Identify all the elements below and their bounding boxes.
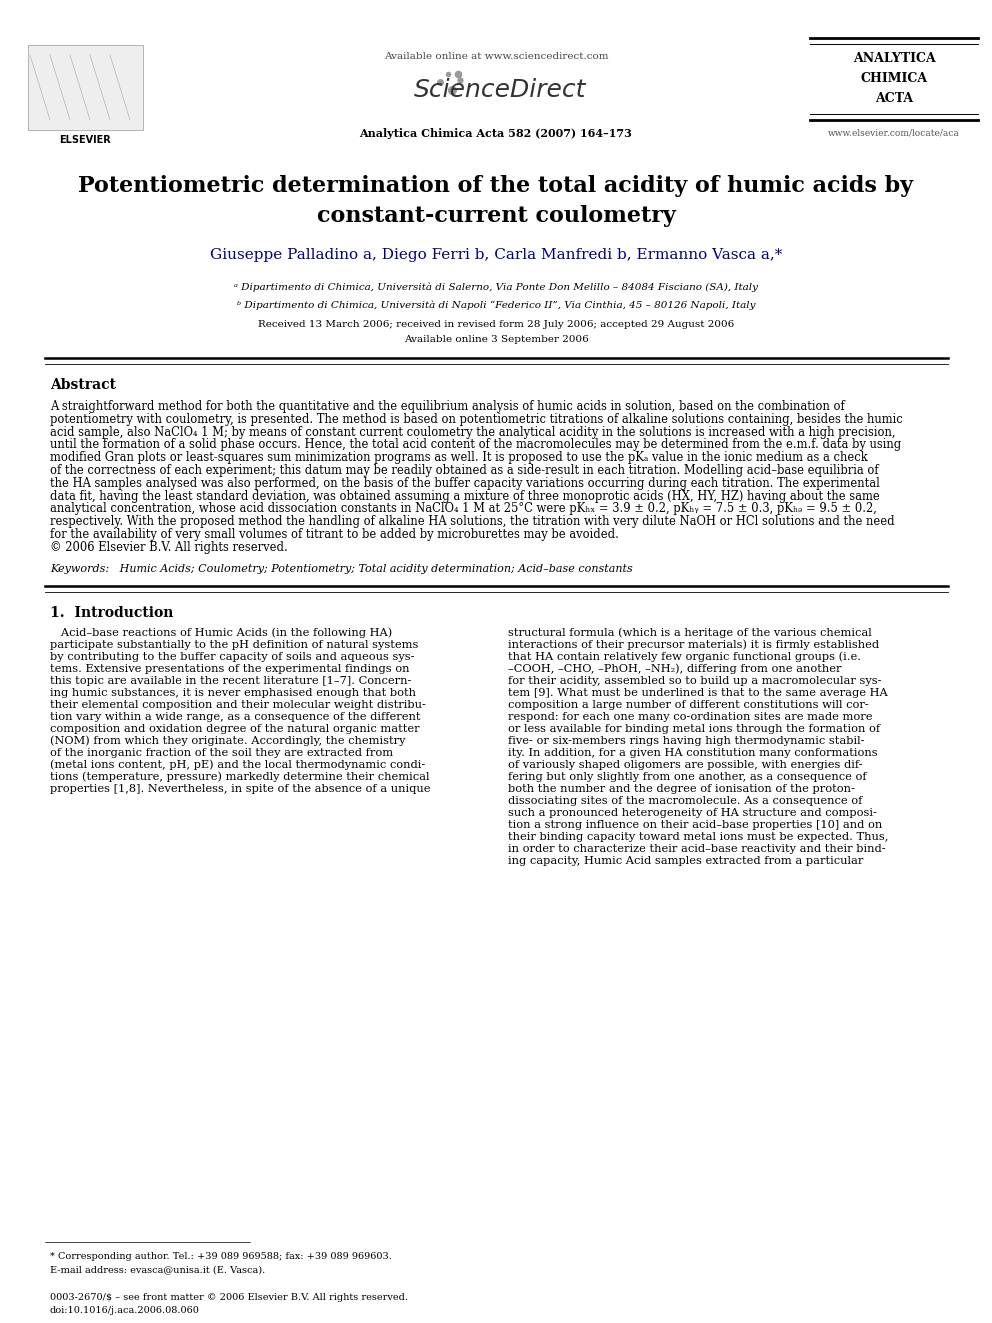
Text: (metal ions content, pH, pE) and the local thermodynamic condi-: (metal ions content, pH, pE) and the loc… (50, 759, 426, 770)
Text: such a pronounced heterogeneity of HA structure and composi-: such a pronounced heterogeneity of HA st… (508, 807, 877, 818)
Text: until the formation of a solid phase occurs. Hence, the total acid content of th: until the formation of a solid phase occ… (50, 438, 902, 451)
Text: E-mail address: evasca@unisa.it (E. Vasca).: E-mail address: evasca@unisa.it (E. Vasc… (50, 1265, 265, 1274)
Text: participate substantially to the pH definition of natural systems: participate substantially to the pH defi… (50, 639, 419, 650)
Text: A straightforward method for both the quantitative and the equilibrium analysis : A straightforward method for both the qu… (50, 400, 845, 413)
Text: of the correctness of each experiment; this datum may be readily obtained as a s: of the correctness of each experiment; t… (50, 464, 879, 478)
Text: 0003-2670/$ – see front matter © 2006 Elsevier B.V. All rights reserved.: 0003-2670/$ – see front matter © 2006 El… (50, 1293, 408, 1302)
Text: Available online at www.sciencedirect.com: Available online at www.sciencedirect.co… (384, 52, 608, 61)
Text: data fit, having the least standard deviation, was obtained assuming a mixture o: data fit, having the least standard devi… (50, 490, 880, 503)
Text: tions (temperature, pressure) markedly determine their chemical: tions (temperature, pressure) markedly d… (50, 771, 430, 782)
Text: tion vary within a wide range, as a consequence of the different: tion vary within a wide range, as a cons… (50, 712, 421, 721)
Text: tion a strong influence on their acid–base properties [10] and on: tion a strong influence on their acid–ba… (508, 820, 882, 830)
Text: in order to characterize their acid–base reactivity and their bind-: in order to characterize their acid–base… (508, 844, 886, 853)
Text: the HA samples analysed was also performed, on the basis of the buffer capacity : the HA samples analysed was also perform… (50, 476, 880, 490)
Text: CHIMICA: CHIMICA (860, 71, 928, 85)
Text: respond: for each one many co-ordination sites are made more: respond: for each one many co-ordination… (508, 712, 873, 721)
Text: for the availability of very small volumes of titrant to be added by microburett: for the availability of very small volum… (50, 528, 619, 541)
Text: * Corresponding author. Tel.: +39 089 969588; fax: +39 089 969603.: * Corresponding author. Tel.: +39 089 96… (50, 1252, 392, 1261)
Text: this topic are available in the recent literature [1–7]. Concern-: this topic are available in the recent l… (50, 676, 412, 685)
Text: ScienceDirect: ScienceDirect (414, 78, 586, 102)
Text: ity. In addition, for a given HA constitution many conformations: ity. In addition, for a given HA constit… (508, 747, 878, 758)
Text: (NOM) from which they originate. Accordingly, the chemistry: (NOM) from which they originate. Accordi… (50, 736, 406, 746)
Text: for their acidity, assembled so to build up a macromolecular sys-: for their acidity, assembled so to build… (508, 676, 882, 685)
Text: 1.  Introduction: 1. Introduction (50, 606, 174, 619)
Text: fering but only slightly from one another, as a consequence of: fering but only slightly from one anothe… (508, 771, 867, 782)
Text: Available online 3 September 2006: Available online 3 September 2006 (404, 335, 588, 344)
Text: five- or six-members rings having high thermodynamic stabil-: five- or six-members rings having high t… (508, 736, 864, 746)
Text: ing capacity, Humic Acid samples extracted from a particular: ing capacity, Humic Acid samples extract… (508, 856, 863, 865)
Text: ᵇ Dipartimento di Chimica, Università di Napoli “Federico II”, Via Cinthia, 45 –: ᵇ Dipartimento di Chimica, Università di… (237, 300, 755, 310)
Text: of the inorganic fraction of the soil they are extracted from: of the inorganic fraction of the soil th… (50, 747, 393, 758)
Text: of variously shaped oligomers are possible, with energies dif-: of variously shaped oligomers are possib… (508, 759, 863, 770)
Text: www.elsevier.com/locate/aca: www.elsevier.com/locate/aca (828, 128, 960, 138)
Text: ELSEVIER: ELSEVIER (60, 135, 111, 146)
Text: by contributing to the buffer capacity of soils and aqueous sys-: by contributing to the buffer capacity o… (50, 652, 415, 662)
Text: analytical concentration, whose acid dissociation constants in NaClO₄ 1 M at 25°: analytical concentration, whose acid dis… (50, 503, 877, 516)
Text: Giuseppe Palladino a, Diego Ferri b, Carla Manfredi b, Ermanno Vasca a,*: Giuseppe Palladino a, Diego Ferri b, Car… (210, 247, 782, 262)
Text: constant-current coulometry: constant-current coulometry (316, 205, 676, 228)
Text: Received 13 March 2006; received in revised form 28 July 2006; accepted 29 Augus: Received 13 March 2006; received in revi… (258, 320, 734, 329)
Text: potentiometry with coulometry, is presented. The method is based on potentiometr: potentiometry with coulometry, is presen… (50, 413, 903, 426)
Text: ᵃ Dipartimento di Chimica, Università di Salerno, Via Ponte Don Melillo – 84084 : ᵃ Dipartimento di Chimica, Università di… (234, 283, 758, 292)
Text: or less available for binding metal ions through the formation of: or less available for binding metal ions… (508, 724, 880, 733)
Text: Analytica Chimica Acta 582 (2007) 164–173: Analytica Chimica Acta 582 (2007) 164–17… (359, 128, 633, 139)
Bar (28, 45, 143, 130)
Text: their binding capacity toward metal ions must be expected. Thus,: their binding capacity toward metal ions… (508, 832, 889, 841)
Text: Keywords:   Humic Acids; Coulometry; Potentiometry; Total acidity determination;: Keywords: Humic Acids; Coulometry; Poten… (50, 564, 633, 574)
Text: dissociating sites of the macromolecule. As a consequence of: dissociating sites of the macromolecule.… (508, 795, 862, 806)
Text: composition and oxidation degree of the natural organic matter: composition and oxidation degree of the … (50, 724, 420, 733)
Text: –COOH, –CHO, –PhOH, –NH₂), differing from one another: –COOH, –CHO, –PhOH, –NH₂), differing fro… (508, 664, 841, 675)
Text: both the number and the degree of ionisation of the proton-: both the number and the degree of ionisa… (508, 783, 855, 794)
Text: interactions of their precursor materials) it is firmly established: interactions of their precursor material… (508, 639, 879, 650)
Text: acid sample, also NaClO₄ 1 M; by means of constant current coulometry the analyt: acid sample, also NaClO₄ 1 M; by means o… (50, 426, 896, 439)
Text: ACTA: ACTA (875, 93, 913, 105)
Text: tems. Extensive presentations of the experimental findings on: tems. Extensive presentations of the exp… (50, 664, 410, 673)
Text: ANALYTICA: ANALYTICA (853, 52, 935, 65)
Text: tem [9]. What must be underlined is that to the same average HA: tem [9]. What must be underlined is that… (508, 688, 888, 697)
Text: modified Gran plots or least-squares sum minimization programs as well. It is pr: modified Gran plots or least-squares sum… (50, 451, 868, 464)
Text: respectively. With the proposed method the handling of alkaline HA solutions, th: respectively. With the proposed method t… (50, 515, 895, 528)
Text: doi:10.1016/j.aca.2006.08.060: doi:10.1016/j.aca.2006.08.060 (50, 1306, 199, 1315)
Text: Acid–base reactions of Humic Acids (in the following HA): Acid–base reactions of Humic Acids (in t… (50, 627, 392, 638)
Text: ing humic substances, it is never emphasised enough that both: ing humic substances, it is never emphas… (50, 688, 416, 697)
Text: composition a large number of different constitutions will cor-: composition a large number of different … (508, 700, 869, 709)
Text: Abstract: Abstract (50, 378, 116, 392)
Text: Potentiometric determination of the total acidity of humic acids by: Potentiometric determination of the tota… (78, 175, 914, 197)
Text: structural formula (which is a heritage of the various chemical: structural formula (which is a heritage … (508, 627, 872, 638)
Text: © 2006 Elsevier B.V. All rights reserved.: © 2006 Elsevier B.V. All rights reserved… (50, 541, 288, 554)
Text: that HA contain relatively few organic functional groups (i.e.: that HA contain relatively few organic f… (508, 652, 861, 663)
Text: their elemental composition and their molecular weight distribu-: their elemental composition and their mo… (50, 700, 426, 709)
Text: properties [1,8]. Nevertheless, in spite of the absence of a unique: properties [1,8]. Nevertheless, in spite… (50, 783, 431, 794)
